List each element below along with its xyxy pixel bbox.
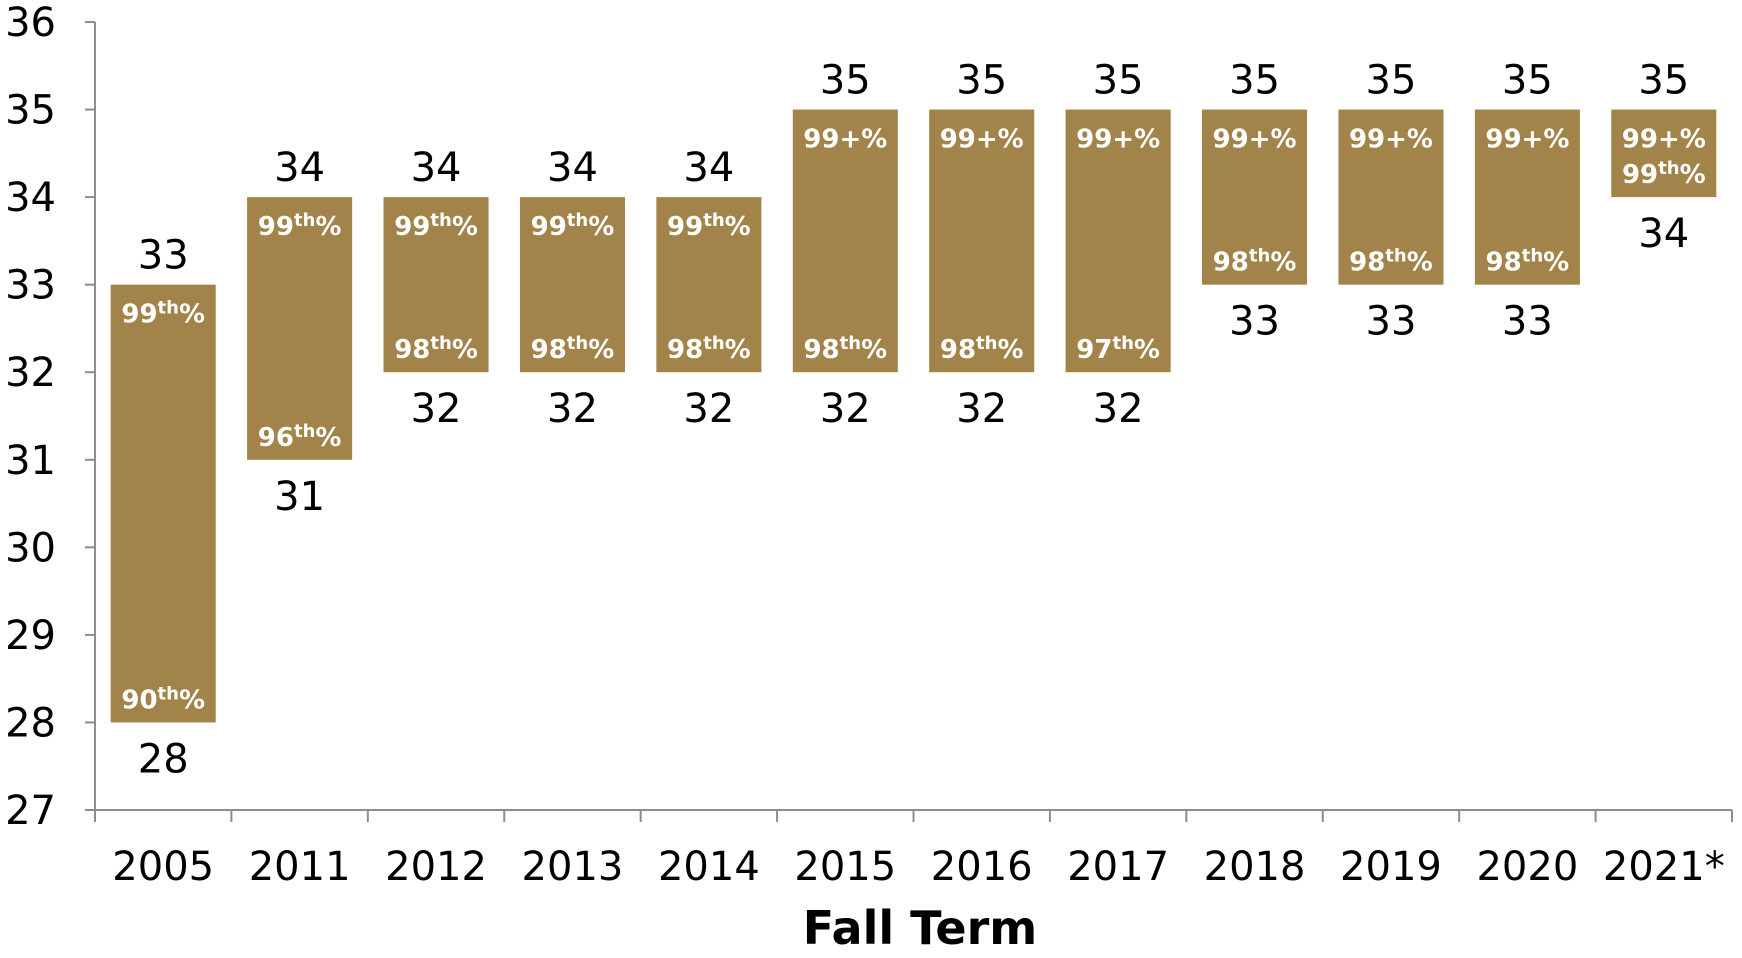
range-bar <box>656 197 762 373</box>
low-value-label: 32 <box>411 386 462 432</box>
low-percentile-label: 97th% <box>1076 333 1160 365</box>
range-bar <box>1474 109 1580 285</box>
high-value-label: 35 <box>956 58 1007 104</box>
low-value-label: 33 <box>1229 299 1280 345</box>
y-tick-label: 29 <box>5 613 56 659</box>
x-tick-label: 2012 <box>385 844 487 890</box>
low-value-label: 28 <box>138 736 189 782</box>
high-percentile-label: 99+% <box>1076 125 1160 155</box>
low-percentile-label: 99th% <box>1622 158 1706 190</box>
bars <box>110 109 1717 723</box>
range-bar <box>1202 109 1308 285</box>
low-percentile-label: 98th% <box>940 333 1024 365</box>
range-bar <box>1065 109 1171 373</box>
y-tick-label: 33 <box>5 263 56 309</box>
low-value-label: 34 <box>1638 211 1689 257</box>
y-tick-label: 32 <box>5 350 56 396</box>
high-percentile-label: 99th% <box>258 210 342 242</box>
range-bar <box>929 109 1035 373</box>
high-value-label: 34 <box>274 145 325 191</box>
x-tick-label: 2011 <box>249 844 351 890</box>
x-tick-label: 2019 <box>1340 844 1442 890</box>
high-percentile-label: 99th% <box>394 210 478 242</box>
high-percentile-label: 99th% <box>531 210 615 242</box>
x-tick-label: 2018 <box>1204 844 1306 890</box>
x-tick-label: 2015 <box>794 844 896 890</box>
y-tick-label: 36 <box>5 0 56 46</box>
high-percentile-label: 99th% <box>667 210 751 242</box>
low-value-label: 31 <box>274 474 325 520</box>
low-value-label: 32 <box>547 386 598 432</box>
x-tick-label: 2014 <box>658 844 760 890</box>
high-percentile-label: 99+% <box>1349 125 1433 155</box>
low-value-label: 32 <box>683 386 734 432</box>
y-tick-label: 30 <box>5 525 56 571</box>
low-percentile-label: 98th% <box>1486 246 1570 278</box>
x-axis: 2005 2011 2012 2013 2014 2015 2016 2017 2018 2019… <box>94 809 1733 890</box>
high-value-label: 35 <box>820 58 871 104</box>
high-percentile-label: 99th% <box>121 298 205 330</box>
y-tick-label: 28 <box>5 700 56 746</box>
low-value-label: 32 <box>1093 386 1144 432</box>
low-percentile-label: 98th% <box>803 333 887 365</box>
x-tick-label: 2017 <box>1067 844 1169 890</box>
high-value-label: 34 <box>411 145 462 191</box>
low-percentile-label: 98th% <box>394 333 478 365</box>
x-axis-title: Fall Term <box>803 901 1037 955</box>
high-percentile-label: 99+% <box>1485 125 1569 155</box>
range-bar <box>1338 109 1444 285</box>
low-value-label: 32 <box>956 386 1007 432</box>
y-tick-label: 35 <box>5 88 56 134</box>
low-value-label: 32 <box>820 386 871 432</box>
high-percentile-label: 99+% <box>803 125 887 155</box>
x-tick-label: 2016 <box>931 844 1033 890</box>
high-value-label: 34 <box>683 145 734 191</box>
x-tick-label: 2013 <box>522 844 624 890</box>
range-bar <box>792 109 898 373</box>
low-value-label: 33 <box>1502 299 1553 345</box>
low-percentile-label: 96th% <box>258 421 342 453</box>
range-bar <box>247 197 353 460</box>
range-bar <box>1611 109 1717 198</box>
high-percentile-label: 99+% <box>1213 125 1297 155</box>
high-value-label: 35 <box>1366 58 1417 104</box>
high-value-label: 35 <box>1502 58 1553 104</box>
x-tick-label: 2005 <box>112 844 214 890</box>
high-value-label: 35 <box>1229 58 1280 104</box>
low-percentile-label: 90th% <box>121 683 205 715</box>
x-tick-label: 2020 <box>1476 844 1578 890</box>
high-value-label: 35 <box>1638 58 1689 104</box>
low-value-label: 33 <box>1366 299 1417 345</box>
range-bar <box>110 284 216 723</box>
low-percentile-label: 98th% <box>1213 246 1297 278</box>
y-tick-label: 34 <box>5 175 56 221</box>
y-axis: 27 28 29 30 31 32 33 34 35 36 <box>5 0 96 834</box>
low-percentile-label: 98th% <box>531 333 615 365</box>
x-tick-label: 2021* <box>1603 844 1725 890</box>
y-tick-label: 31 <box>5 438 56 484</box>
high-percentile-label: 99+% <box>940 125 1024 155</box>
high-value-label: 33 <box>138 233 189 279</box>
value-labels: 33 28 99th% 90th% 34 31 99th% 96th% 34 32 99th% 98t… <box>121 58 1705 783</box>
range-bar <box>383 197 489 373</box>
low-percentile-label: 98th% <box>667 333 751 365</box>
range-bar <box>519 197 625 373</box>
high-value-label: 35 <box>1093 58 1144 104</box>
low-percentile-label: 98th% <box>1349 246 1433 278</box>
y-tick-label: 27 <box>5 788 56 834</box>
high-percentile-label: 99+% <box>1622 125 1706 155</box>
high-value-label: 34 <box>547 145 598 191</box>
